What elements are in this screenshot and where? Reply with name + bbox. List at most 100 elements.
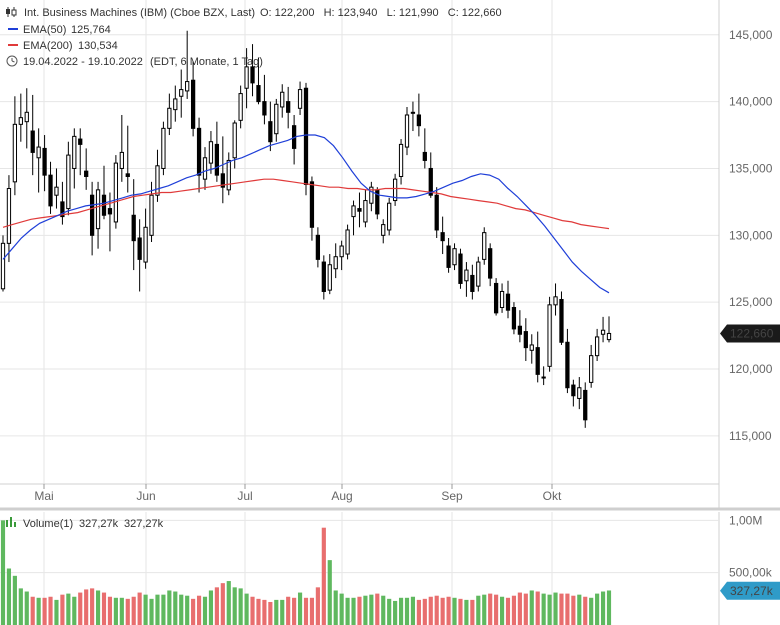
ema50-legend-swatch — [8, 28, 18, 30]
candle-body — [24, 111, 29, 123]
volume-bar — [600, 591, 606, 625]
volume-bar — [48, 596, 53, 625]
price-y-axis: 145,000 140,000 135,000 130,000 125,000 120,0… — [729, 28, 773, 443]
volume-bar — [66, 593, 71, 625]
volume-bar — [220, 583, 225, 625]
candle-body — [392, 178, 398, 202]
volume-bar — [452, 597, 457, 625]
candle-body — [179, 89, 184, 97]
volume-bar — [446, 596, 451, 625]
volume-bar — [387, 598, 392, 625]
candle-body — [398, 143, 404, 177]
volume-bar — [107, 596, 113, 625]
candle-body — [404, 114, 410, 148]
volume-bar — [292, 597, 297, 625]
volume-bar — [214, 587, 219, 625]
candle-body — [190, 79, 196, 129]
candle-body — [268, 121, 273, 143]
volume-bar — [369, 594, 374, 625]
volume-bar — [393, 600, 398, 625]
volume-bar — [131, 596, 136, 625]
volume-bar — [173, 591, 178, 625]
candle-body — [54, 186, 59, 196]
volume-bar — [143, 594, 148, 625]
candle-body — [309, 181, 315, 228]
volume-bar — [12, 575, 17, 625]
volume-bar — [375, 593, 380, 625]
candle-body — [594, 336, 600, 357]
volume-bar — [517, 592, 522, 625]
candle-body — [600, 329, 606, 335]
volume-bar — [476, 595, 481, 625]
volume-bar — [606, 590, 612, 625]
candle-body — [511, 307, 517, 330]
candle-body — [559, 298, 564, 343]
volume-bar — [30, 596, 35, 625]
candle-body — [493, 282, 499, 314]
candle-body — [196, 127, 202, 176]
candle-body — [333, 256, 338, 270]
candle-body — [119, 151, 124, 169]
volume-bar — [238, 588, 243, 625]
volume-bar — [565, 593, 570, 625]
candle-body — [565, 341, 570, 389]
candle-body — [464, 269, 469, 282]
candle-body — [12, 123, 18, 183]
candle-body — [434, 194, 439, 231]
candle-body — [131, 214, 136, 242]
ema200-legend-swatch — [8, 44, 18, 46]
bar-chart-icon — [6, 517, 16, 527]
y-tick-label: 145,000 — [729, 28, 773, 42]
volume-bar — [60, 594, 65, 625]
candle-body — [387, 202, 392, 231]
volume-legend-label: Volume(1) — [23, 518, 73, 530]
volume-bar — [404, 597, 410, 625]
volume-bar — [345, 597, 350, 625]
candle-body — [238, 93, 243, 121]
candle-body — [18, 117, 23, 125]
volume-tick-label: 1,00M — [729, 513, 762, 527]
ema50-line — [2, 134, 610, 294]
volume-bar — [226, 581, 231, 625]
volume-bar — [286, 596, 291, 625]
candle-body — [30, 130, 35, 153]
volume-header: Volume(1) 327,27k 327,27k — [6, 517, 164, 530]
ohlc-values: O: 122,200 H: 123,940 L: 121,990 C: 122,… — [260, 7, 502, 19]
candle-body — [202, 157, 208, 180]
volume-bar — [422, 598, 427, 625]
candle-body — [541, 376, 546, 379]
volume-bar — [351, 597, 356, 625]
volume-bar — [434, 595, 439, 625]
candle-body — [113, 162, 119, 223]
volume-bar — [428, 596, 433, 625]
x-tick-label: Sep — [441, 489, 463, 503]
last-volume-label: 327,27k — [730, 584, 774, 598]
x-tick-label: Aug — [331, 489, 352, 503]
candlestick-series — [0, 30, 612, 428]
candle-body — [149, 194, 154, 236]
volume-bar — [95, 590, 101, 625]
volume-bar — [36, 597, 41, 625]
candle-body — [577, 387, 582, 399]
y-tick-label: 115,000 — [729, 429, 772, 443]
candle-body — [155, 165, 160, 196]
ema50-legend-label: EMA(50) — [23, 24, 66, 36]
volume-bar — [583, 596, 588, 625]
y-tick-label: 135,000 — [729, 161, 773, 175]
volume-bar — [535, 591, 540, 625]
candle-body — [280, 91, 285, 108]
candle-body — [440, 232, 445, 242]
volume-bar — [482, 594, 487, 625]
volume-bar — [0, 520, 6, 625]
candle-body — [161, 127, 166, 169]
candle-body — [125, 173, 130, 177]
candle-body — [89, 194, 95, 236]
volume-bar — [363, 595, 368, 625]
volume-bar — [244, 593, 249, 625]
volume-bar — [208, 590, 214, 625]
volume-bar — [499, 596, 505, 625]
candle-body — [369, 186, 374, 204]
candle-body — [476, 261, 481, 287]
volume-bar — [119, 597, 124, 625]
